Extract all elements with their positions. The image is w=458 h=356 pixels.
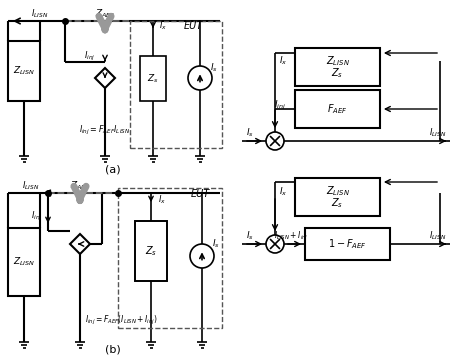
Text: $I_{LISN}$: $I_{LISN}$ — [22, 180, 40, 192]
Text: $Z_s$: $Z_s$ — [145, 244, 157, 258]
Text: $I_{inj}$: $I_{inj}$ — [31, 209, 43, 222]
Circle shape — [266, 235, 284, 253]
Text: $Z_{LISN}$: $Z_{LISN}$ — [326, 54, 349, 68]
Text: $I_{LISN}$: $I_{LISN}$ — [31, 8, 49, 20]
Text: $I_s$: $I_s$ — [210, 62, 218, 74]
Text: $1-F_{AEF}$: $1-F_{AEF}$ — [328, 237, 367, 251]
Text: $Z_{LISN}$: $Z_{LISN}$ — [13, 65, 35, 77]
Bar — [8, 228, 40, 296]
Text: $I_{LISN}$: $I_{LISN}$ — [429, 127, 447, 139]
Text: $I_x$: $I_x$ — [279, 55, 287, 67]
Text: $I_x$: $I_x$ — [159, 20, 167, 32]
Text: EUT: EUT — [183, 21, 202, 31]
Text: $Z_{LISN}$: $Z_{LISN}$ — [13, 256, 35, 268]
Text: $I_{LISN}+I_{inj}$: $I_{LISN}+I_{inj}$ — [274, 230, 308, 242]
Text: $I_{inj}$: $I_{inj}$ — [84, 49, 96, 63]
Text: $F_{AEF}$: $F_{AEF}$ — [327, 102, 348, 116]
Text: $I_{inj}=F_{AEF}(I_{LISN}+I_{inj})$: $I_{inj}=F_{AEF}(I_{LISN}+I_{inj})$ — [85, 313, 158, 326]
Text: $I_s$: $I_s$ — [246, 127, 254, 139]
Text: EUT: EUT — [191, 189, 210, 199]
Text: $Z_s$: $Z_s$ — [332, 196, 344, 210]
Bar — [305, 228, 390, 260]
Text: $I_x$: $I_x$ — [158, 194, 166, 206]
Text: $I_{inj}$: $I_{inj}$ — [274, 99, 286, 111]
Bar — [118, 188, 222, 328]
Bar — [8, 41, 40, 101]
Text: $Z_{AEF}$: $Z_{AEF}$ — [70, 180, 90, 192]
Circle shape — [188, 66, 212, 90]
Bar — [295, 178, 380, 216]
Text: $Z_s$: $Z_s$ — [332, 66, 344, 80]
Polygon shape — [70, 234, 90, 254]
Text: $I_{LISN}$: $I_{LISN}$ — [429, 230, 447, 242]
Text: $Z_{AEF}$: $Z_{AEF}$ — [95, 8, 115, 20]
Text: $Z_s$: $Z_s$ — [147, 72, 159, 85]
Bar — [130, 21, 222, 148]
Text: (a): (a) — [105, 165, 121, 175]
Bar — [140, 56, 166, 101]
Text: $Z_{LISN}$: $Z_{LISN}$ — [326, 184, 349, 198]
Text: (b): (b) — [105, 344, 121, 354]
Bar — [295, 48, 380, 86]
Text: $I_s$: $I_s$ — [246, 230, 254, 242]
Text: $I_{inj}=F_{AEF}I_{LISN}$: $I_{inj}=F_{AEF}I_{LISN}$ — [79, 124, 131, 137]
Text: $I_x$: $I_x$ — [279, 186, 287, 198]
Bar — [135, 221, 167, 281]
Polygon shape — [95, 68, 115, 88]
Circle shape — [190, 244, 214, 268]
Text: $I_s$: $I_s$ — [212, 238, 220, 250]
Circle shape — [266, 132, 284, 150]
Bar — [295, 90, 380, 128]
